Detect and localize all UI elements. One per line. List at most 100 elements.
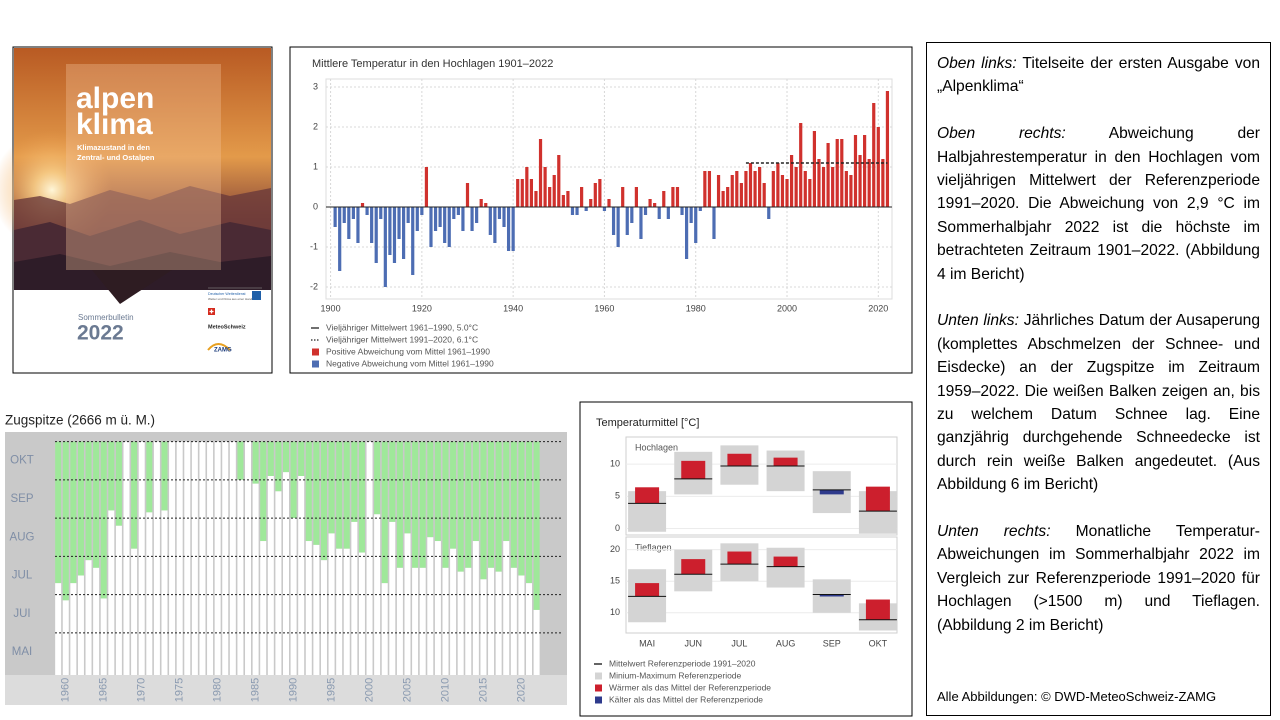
- bar: [707, 171, 712, 207]
- x-tick-label: 2020: [868, 303, 888, 313]
- x-tick-label: 2000: [363, 678, 375, 702]
- bar: [657, 207, 661, 219]
- logo-text: ZAMG: [214, 348, 232, 354]
- melt-bar: [93, 441, 100, 568]
- snow-bar: [396, 567, 403, 675]
- bar: [570, 207, 575, 215]
- chart-title: Zugspitze (2666 m ü. M.): [5, 413, 155, 428]
- legend-swatch: [595, 672, 602, 680]
- bar: [484, 203, 488, 207]
- bar: [511, 207, 515, 251]
- caption-text: Abweichung der Halbjahrestemperatur in d…: [937, 125, 1260, 283]
- bar: [415, 207, 419, 231]
- bar: [411, 207, 415, 275]
- deviation-bar: [773, 556, 798, 567]
- bar: [671, 187, 675, 207]
- cover-subtitle: Zentral- und Ostalpen: [77, 153, 155, 162]
- snow-bar: [488, 567, 495, 675]
- bar: [821, 167, 826, 207]
- deviation-bar: [635, 583, 660, 597]
- snow-bar: [434, 541, 441, 675]
- melt-bar: [351, 441, 358, 522]
- legend-label: Vieljähriger Mittelwert 1991–2020, 6.1°C: [326, 334, 478, 344]
- snow-bar: [214, 441, 221, 675]
- bar: [634, 187, 638, 207]
- snow-bar: [412, 567, 419, 675]
- melt-bar: [70, 441, 77, 584]
- x-tick-label: 2020: [515, 678, 527, 702]
- melt-bar: [358, 441, 365, 553]
- bar: [735, 171, 739, 207]
- cover-year: 2022: [77, 322, 124, 345]
- deviation-bar: [681, 460, 706, 479]
- snow-bar: [503, 541, 510, 675]
- melt-bar: [450, 441, 457, 549]
- melt-bar: [146, 441, 153, 513]
- bar: [698, 207, 702, 211]
- snow-bar: [442, 567, 449, 675]
- chart-title: Temperaturmittel [°C]: [596, 417, 699, 429]
- x-tick-label: 1970: [136, 678, 148, 702]
- bar: [338, 207, 342, 271]
- bar: [726, 187, 730, 207]
- bar: [598, 179, 602, 207]
- bar: [689, 207, 693, 223]
- bar: [520, 179, 524, 207]
- snow-bar: [184, 441, 191, 675]
- deviation-bar: [681, 559, 706, 575]
- legend-label: Positive Abweichung vom Mittel 1961–1990: [326, 346, 490, 356]
- x-tick-label: 1985: [250, 678, 262, 702]
- bar: [429, 207, 433, 247]
- bar: [881, 159, 885, 207]
- bar: [680, 207, 684, 215]
- y-tick-label: JUI: [13, 608, 30, 620]
- bar: [584, 207, 588, 211]
- deviation-bar: [819, 594, 844, 597]
- bar: [465, 183, 470, 207]
- melt-bar: [108, 441, 115, 511]
- y-tick-label: 5: [615, 491, 620, 501]
- snow-bar: [123, 441, 130, 675]
- caption: Unten rechts: Monatliche Temperatur-Abwe…: [937, 520, 1260, 637]
- bar: [748, 163, 753, 207]
- melt-bar: [533, 441, 540, 610]
- title-arrow: [92, 270, 172, 304]
- melt-bar: [320, 441, 327, 561]
- bar: [420, 207, 424, 215]
- legend-label: Vieljähriger Mittelwert 1961–1990, 5.0°C: [326, 322, 478, 332]
- cover-title: klima: [76, 108, 153, 141]
- caption: Unten links: Jährliches Datum der Ausape…: [937, 309, 1260, 496]
- x-tick-label: JUL: [731, 638, 747, 648]
- monthly-chart: Temperaturmittel [°C] Hochlagen 0 5 10 Tiefla…: [594, 417, 898, 704]
- snow-bar: [510, 567, 517, 675]
- snow-bar: [457, 571, 464, 675]
- bar: [534, 191, 538, 207]
- bar: [817, 159, 821, 207]
- melt-bar: [77, 441, 84, 576]
- legend-label: Mittelwert Referenzperiode 1991–2020: [609, 658, 756, 668]
- melt-bar: [237, 441, 244, 480]
- melt-bar: [427, 441, 434, 538]
- y-tick-label: 10: [610, 458, 620, 468]
- snow-bar: [146, 512, 153, 675]
- y-tick-label: -1: [310, 241, 318, 251]
- melt-bar: [115, 441, 122, 526]
- bar: [561, 195, 565, 207]
- x-tick-label: 1960: [60, 678, 72, 702]
- x-tick-label: 1995: [325, 678, 337, 702]
- melt-bar: [374, 441, 381, 515]
- legend-label: Negative Abweichung vom Mittel 1961–1990: [326, 358, 494, 368]
- bar: [831, 167, 835, 207]
- melt-bar: [442, 441, 449, 568]
- melt-bar: [252, 441, 259, 484]
- legend-swatch: [595, 684, 602, 692]
- bar: [392, 207, 397, 263]
- x-tick-label: 1965: [98, 678, 110, 702]
- bar: [538, 139, 543, 207]
- bar: [630, 207, 634, 223]
- x-tick-label: 2000: [777, 303, 797, 313]
- cover: alpen klima Klimazustand in den Zentral-…: [0, 46, 273, 374]
- bar: [475, 207, 479, 223]
